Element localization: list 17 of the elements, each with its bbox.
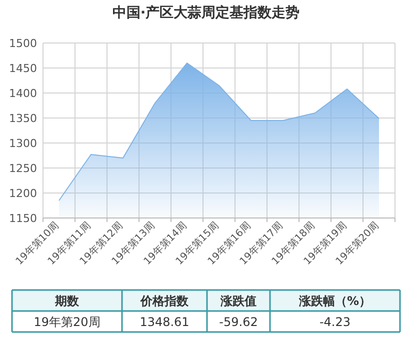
text: 期数	[54, 294, 80, 308]
text: 19年第20周	[34, 315, 100, 329]
text: 涨跌幅（%）	[298, 294, 372, 308]
text: 涨跌值	[220, 294, 256, 308]
y-tick-label: 1150	[9, 212, 37, 225]
text: -59.62	[219, 315, 258, 329]
text: -4.23	[319, 315, 351, 329]
y-tick-label: 1200	[9, 187, 37, 200]
y-tick-label: 1450	[9, 62, 37, 75]
y-tick-label: 1400	[9, 87, 37, 100]
text: 1348.61	[140, 315, 190, 329]
y-tick-label: 1500	[9, 37, 37, 50]
chart-title: 中国·产区大蒜周定基指数走势	[112, 4, 300, 21]
text: 价格指数	[140, 294, 190, 308]
y-tick-label: 1350	[9, 112, 37, 125]
y-tick-label: 1250	[9, 162, 37, 175]
y-tick-label: 1300	[9, 137, 37, 150]
